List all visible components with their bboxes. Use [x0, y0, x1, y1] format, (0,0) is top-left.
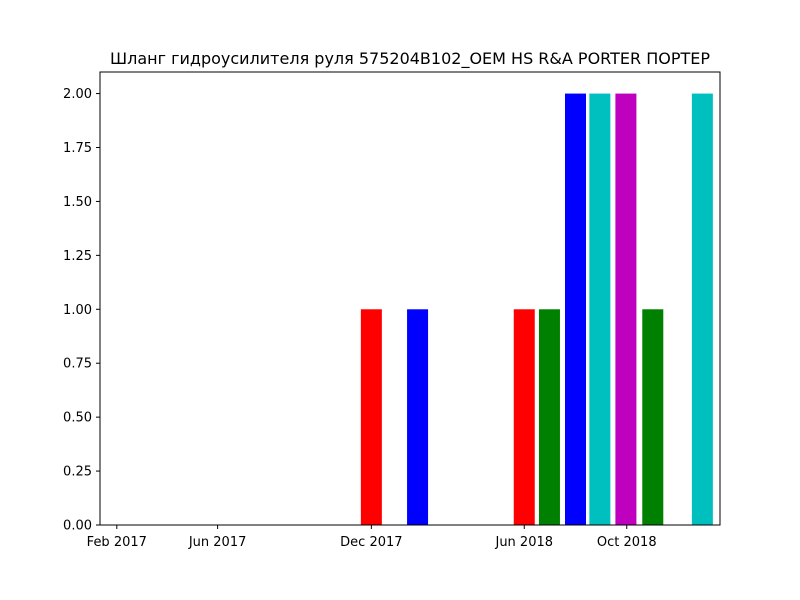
bar-4	[538, 309, 560, 525]
y-tick-label: 1.25	[63, 249, 92, 264]
bars-group	[360, 93, 713, 526]
bar-5	[565, 93, 587, 526]
bar-9	[691, 93, 713, 526]
bar-3	[513, 309, 535, 525]
x-tick-label: Jun 2017	[188, 535, 247, 550]
bar-2	[407, 309, 429, 525]
y-tick-label: 2.00	[63, 87, 92, 102]
x-tick-label: Dec 2017	[340, 535, 402, 550]
bar-7	[615, 93, 637, 526]
x-tick-label: Jun 2018	[494, 535, 553, 550]
bar-6	[589, 93, 611, 526]
y-axis: 0.00 0.25 0.50 0.75 1.00 1.25 1.50 1.75 2.00	[63, 87, 100, 534]
y-tick-label: 0.00	[63, 519, 92, 534]
y-tick-label: 1.75	[63, 141, 92, 156]
bar-1	[360, 309, 382, 525]
x-tick-label: Oct 2018	[597, 535, 657, 550]
y-tick-label: 0.25	[63, 465, 92, 480]
x-axis: Feb 2017 Jun 2017 Dec 2017 Jun 2018 Oct 2018	[87, 525, 657, 550]
plot-frame	[99, 71, 721, 526]
y-tick-label: 0.50	[63, 411, 92, 426]
y-tick-label: 1.50	[63, 195, 92, 210]
x-tick-label: Feb 2017	[87, 535, 147, 550]
bar-8	[642, 309, 664, 525]
y-tick-label: 1.00	[63, 303, 92, 318]
chart-title: Шланг гидроусилителя руля 575204B102_OEM…	[110, 49, 710, 69]
y-tick-label: 0.75	[63, 357, 92, 372]
